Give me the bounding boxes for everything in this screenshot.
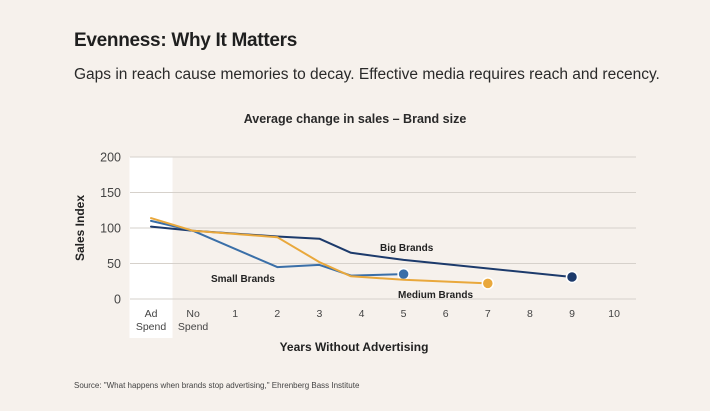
series-label: Small Brands [211, 274, 275, 285]
x-tick-label: 3 [316, 308, 322, 320]
x-tick-label: 7 [485, 308, 491, 320]
series-end-point [397, 267, 410, 281]
x-tick-label: 1 [232, 308, 238, 320]
x-tick-label: 8 [527, 308, 533, 320]
y-tick-label: 200 [100, 151, 121, 165]
x-tick-label: 2 [274, 308, 280, 320]
series-end-point [565, 270, 579, 284]
x-tick-label: 5 [401, 308, 407, 320]
x-tick-label: 10 [608, 308, 620, 320]
y-axis-label: Sales Index [73, 195, 87, 261]
chart-title: Average change in sales – Brand size [243, 112, 467, 126]
x-tick-label: Spend [136, 321, 167, 333]
slide-subtitle: Gaps in reach cause memories to decay. E… [74, 66, 660, 83]
x-tick-label: Spend [178, 321, 209, 333]
series-end-point [481, 277, 495, 290]
y-tick-label: 150 [100, 186, 121, 200]
y-tick-label: 100 [100, 222, 121, 236]
series-line-big-brands [150, 225, 573, 278]
x-tick-label: No [186, 308, 200, 320]
y-tick-label: 50 [107, 257, 121, 271]
x-tick-label: 9 [569, 308, 575, 320]
y-tick-label: 0 [114, 293, 121, 307]
x-tick-label: 4 [359, 308, 365, 320]
series-line-medium-brands [150, 217, 489, 285]
x-tick-label: 6 [443, 308, 449, 320]
series-label: Big Brands [380, 243, 434, 254]
x-tick-label: Ad [145, 308, 158, 320]
ad-spend-highlight [129, 157, 173, 338]
slide-title: Evenness: Why It Matters [74, 30, 297, 51]
x-axis-label: Years Without Advertising [280, 340, 429, 354]
series-label: Medium Brands [398, 290, 473, 301]
source-note: Source: "What happens when brands stop a… [74, 381, 360, 390]
